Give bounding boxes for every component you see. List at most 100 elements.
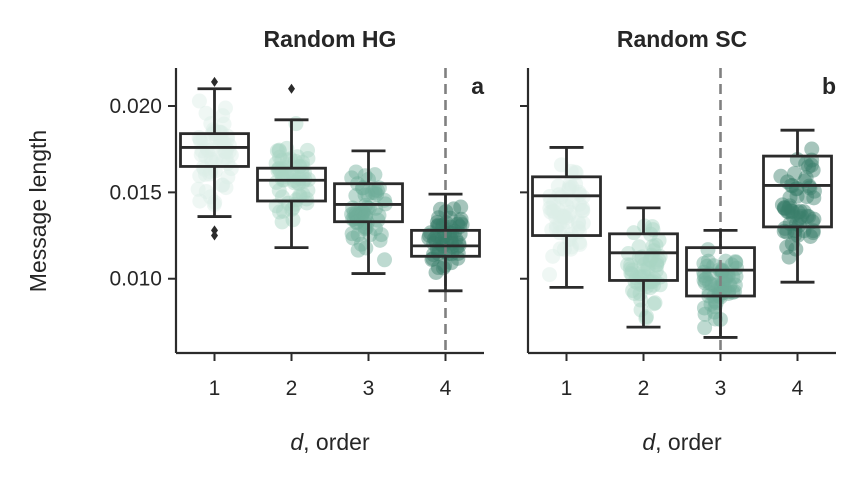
jitter-point <box>697 306 713 322</box>
jitter-point <box>271 183 287 199</box>
box <box>762 154 833 229</box>
jitter-point <box>642 252 658 268</box>
jitter-point <box>353 202 369 218</box>
jitter-point <box>198 184 214 200</box>
box <box>531 175 602 237</box>
jitter-point <box>644 219 660 235</box>
jitter-point <box>718 268 734 284</box>
jitter-point <box>542 200 558 216</box>
jitter-point <box>707 311 723 327</box>
jitter-point <box>631 239 647 255</box>
jitter-point <box>219 131 235 147</box>
jitter-point <box>192 168 208 184</box>
jitter-point <box>648 263 664 279</box>
jitter-point <box>559 214 575 230</box>
jitter-point <box>197 166 213 182</box>
jitter-point <box>355 204 371 220</box>
y-axis-label: Message length <box>25 130 51 292</box>
panel-a-boxes <box>179 76 481 293</box>
jitter-point <box>646 243 662 259</box>
jitter-point <box>575 203 591 219</box>
jitter-point <box>639 260 655 276</box>
jitter-point <box>192 193 208 209</box>
jitter-point <box>570 220 586 236</box>
jitter-point <box>368 221 384 237</box>
jitter-point <box>636 256 652 272</box>
panel-b-label: b <box>822 73 836 99</box>
jitter-point <box>555 209 571 225</box>
jitter-point <box>562 204 578 220</box>
jitter-point <box>217 100 233 116</box>
jitter-point <box>700 242 716 258</box>
box <box>256 166 327 203</box>
jitter-point <box>544 222 560 238</box>
jitter-point <box>289 149 305 165</box>
jitter-point <box>798 170 814 186</box>
jitter-point <box>195 131 211 147</box>
jitter-point <box>706 304 722 320</box>
jitter-point <box>722 277 738 293</box>
jitter-point <box>291 171 307 187</box>
jitter-point <box>294 154 310 170</box>
jitter-point <box>545 248 561 264</box>
jitter-point <box>570 214 586 230</box>
jitter-point <box>710 279 726 295</box>
jitter-point <box>549 218 565 234</box>
jitter-point <box>348 205 364 221</box>
jitter-point <box>295 186 311 202</box>
jitter-point <box>300 182 316 198</box>
jitter-point <box>561 182 577 198</box>
jitter-point <box>696 255 712 271</box>
jitter-point <box>351 206 367 222</box>
outlier-marker <box>211 225 218 236</box>
jitter-point <box>543 204 559 220</box>
jitter-point <box>279 165 295 181</box>
jitter-point <box>372 232 388 248</box>
jitter-point <box>428 232 444 248</box>
jitter-point <box>448 231 464 247</box>
jitter-point <box>802 180 818 196</box>
jitter-point <box>545 203 561 219</box>
jitter-point <box>781 249 797 265</box>
jitter-point <box>696 268 712 284</box>
jitter-point <box>799 208 815 224</box>
jitter-point <box>568 176 584 192</box>
jitter-point <box>714 285 730 301</box>
jitter-point <box>269 143 285 159</box>
jitter-point <box>712 280 728 296</box>
jitter-point <box>643 274 659 290</box>
jitter-point <box>777 201 793 217</box>
jitter-point <box>561 208 577 224</box>
jitter-point <box>192 131 208 147</box>
jitter-point <box>785 208 801 224</box>
jitter-point <box>350 242 366 258</box>
jitter-point <box>452 214 468 230</box>
jitter-point <box>790 204 806 220</box>
jitter-point <box>292 158 308 174</box>
panel-a-jitter-points <box>190 93 470 281</box>
jitter-point <box>782 198 798 214</box>
jitter-point <box>715 273 731 289</box>
jitter-point <box>806 211 822 227</box>
jitter-point <box>364 185 380 201</box>
jitter-point <box>215 108 231 124</box>
jitter-point <box>773 168 789 184</box>
jitter-point <box>346 205 362 221</box>
jitter-point <box>550 201 566 217</box>
jitter-point <box>285 212 301 228</box>
x-tick-label: 2 <box>286 377 298 400</box>
panel-b-xlabel: d, order <box>642 429 722 455</box>
jitter-point <box>450 250 466 266</box>
jitter-point <box>624 266 640 282</box>
jitter-point <box>707 299 723 315</box>
jitter-point <box>198 105 214 121</box>
jitter-point <box>643 247 659 263</box>
jitter-point <box>646 271 662 287</box>
jitter-point <box>214 177 230 193</box>
jitter-point <box>783 203 799 219</box>
jitter-point <box>727 277 743 293</box>
jitter-point <box>546 203 562 219</box>
jitter-point <box>777 220 793 236</box>
jitter-point <box>200 142 216 158</box>
jitter-point <box>718 253 734 269</box>
